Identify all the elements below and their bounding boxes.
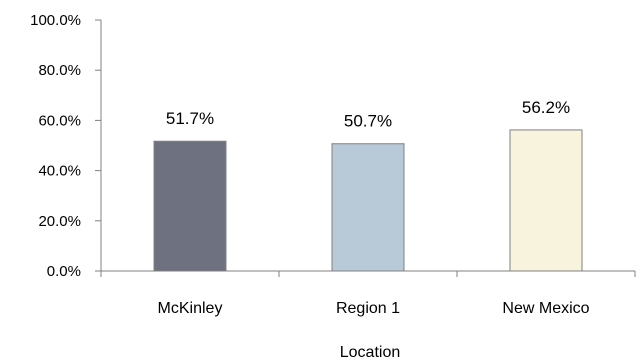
- x-category-label: McKinley: [158, 300, 223, 317]
- bar: [331, 143, 405, 272]
- x-category-label: Region 1: [336, 300, 400, 317]
- y-tick-label: 80.0%: [38, 62, 81, 79]
- y-tick-label: 60.0%: [38, 112, 81, 129]
- data-label: 50.7%: [344, 112, 392, 131]
- y-axis: 0.0% 20.0% 40.0% 60.0% 80.0% 100.0%: [30, 12, 102, 280]
- x-axis-title: Location: [340, 344, 401, 361]
- bar: [153, 140, 227, 272]
- x-category-label: New Mexico: [502, 300, 589, 317]
- bar: [509, 129, 583, 272]
- y-tick-label: 40.0%: [38, 163, 81, 180]
- y-tick-label: 100.0%: [30, 12, 81, 29]
- data-labels: 51.7% 50.7% 56.2%: [166, 98, 570, 131]
- y-tick-label: 0.0%: [47, 263, 81, 280]
- bars: [153, 129, 583, 272]
- y-tick-label: 20.0%: [38, 213, 81, 230]
- data-label: 56.2%: [522, 98, 570, 117]
- x-axis: McKinley Region 1 New Mexico: [100, 270, 636, 317]
- data-label: 51.7%: [166, 109, 214, 128]
